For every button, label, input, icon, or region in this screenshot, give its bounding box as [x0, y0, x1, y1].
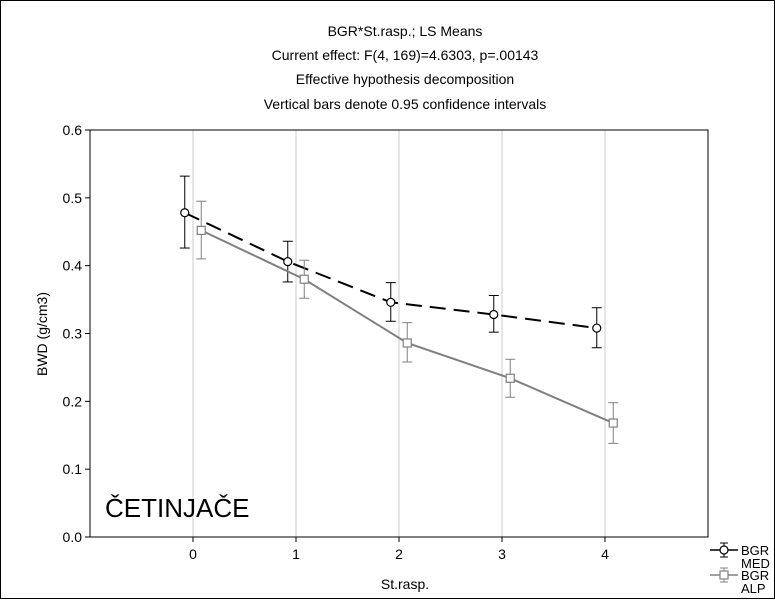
axis-ticks: 0 1 2 3 4 0.0 0.1 0.2 0.3 0.4 0.5 0.6: [63, 122, 610, 562]
data-point: [283, 256, 293, 267]
y-tick-label: 0.5: [63, 190, 83, 206]
title-line-4: Vertical bars denote 0.95 confidence int…: [264, 96, 547, 112]
data-point: [592, 323, 602, 333]
y-tick-label: 0.6: [63, 122, 83, 138]
annotation-label: ČETINJAČE: [105, 493, 249, 523]
series-1: [179, 175, 602, 349]
x-tick-label: 0: [189, 546, 197, 562]
title-line-3: Effective hypothesis decomposition: [296, 71, 514, 87]
y-tick-label: 0.0: [63, 529, 83, 545]
y-axis-label: BWD (g/cm3): [34, 292, 50, 376]
y-tick-label: 0.2: [63, 393, 83, 409]
x-tick-label: 2: [395, 546, 403, 562]
y-tick-label: 0.4: [63, 258, 83, 274]
legend-marker: [719, 545, 729, 555]
data-point: [608, 418, 618, 428]
title-line-1: BGR*St.rasp.; LS Means: [328, 23, 483, 39]
legend-label: MED: [741, 556, 770, 571]
data-point: [402, 338, 412, 348]
data-point: [299, 274, 309, 284]
x-axis-label: St.rasp.: [381, 576, 429, 592]
y-tick-label: 0.3: [63, 326, 83, 342]
y-tick-label: 0.1: [63, 461, 83, 477]
chart-title: BGR*St.rasp.; LS Means Current effect: F…: [264, 23, 547, 112]
legend-label: ALP: [741, 581, 766, 596]
series-2: [196, 200, 619, 444]
grid-lines: [192, 130, 606, 537]
legend-label: BGR: [741, 543, 769, 558]
legend-marker: [719, 570, 729, 580]
data-point: [489, 309, 499, 320]
series-layer: [179, 175, 619, 444]
data-point: [386, 297, 396, 307]
x-tick-label: 1: [292, 546, 300, 562]
title-line-2: Current effect: F(4, 169)=4.6303, p=.001…: [272, 47, 539, 63]
x-tick-label: 4: [601, 546, 609, 562]
data-point: [196, 225, 206, 235]
plot-area-border: [89, 129, 709, 538]
data-point: [505, 373, 515, 383]
data-point: [180, 208, 190, 218]
legend-label: BGR: [741, 568, 769, 583]
x-tick-label: 3: [498, 546, 506, 562]
